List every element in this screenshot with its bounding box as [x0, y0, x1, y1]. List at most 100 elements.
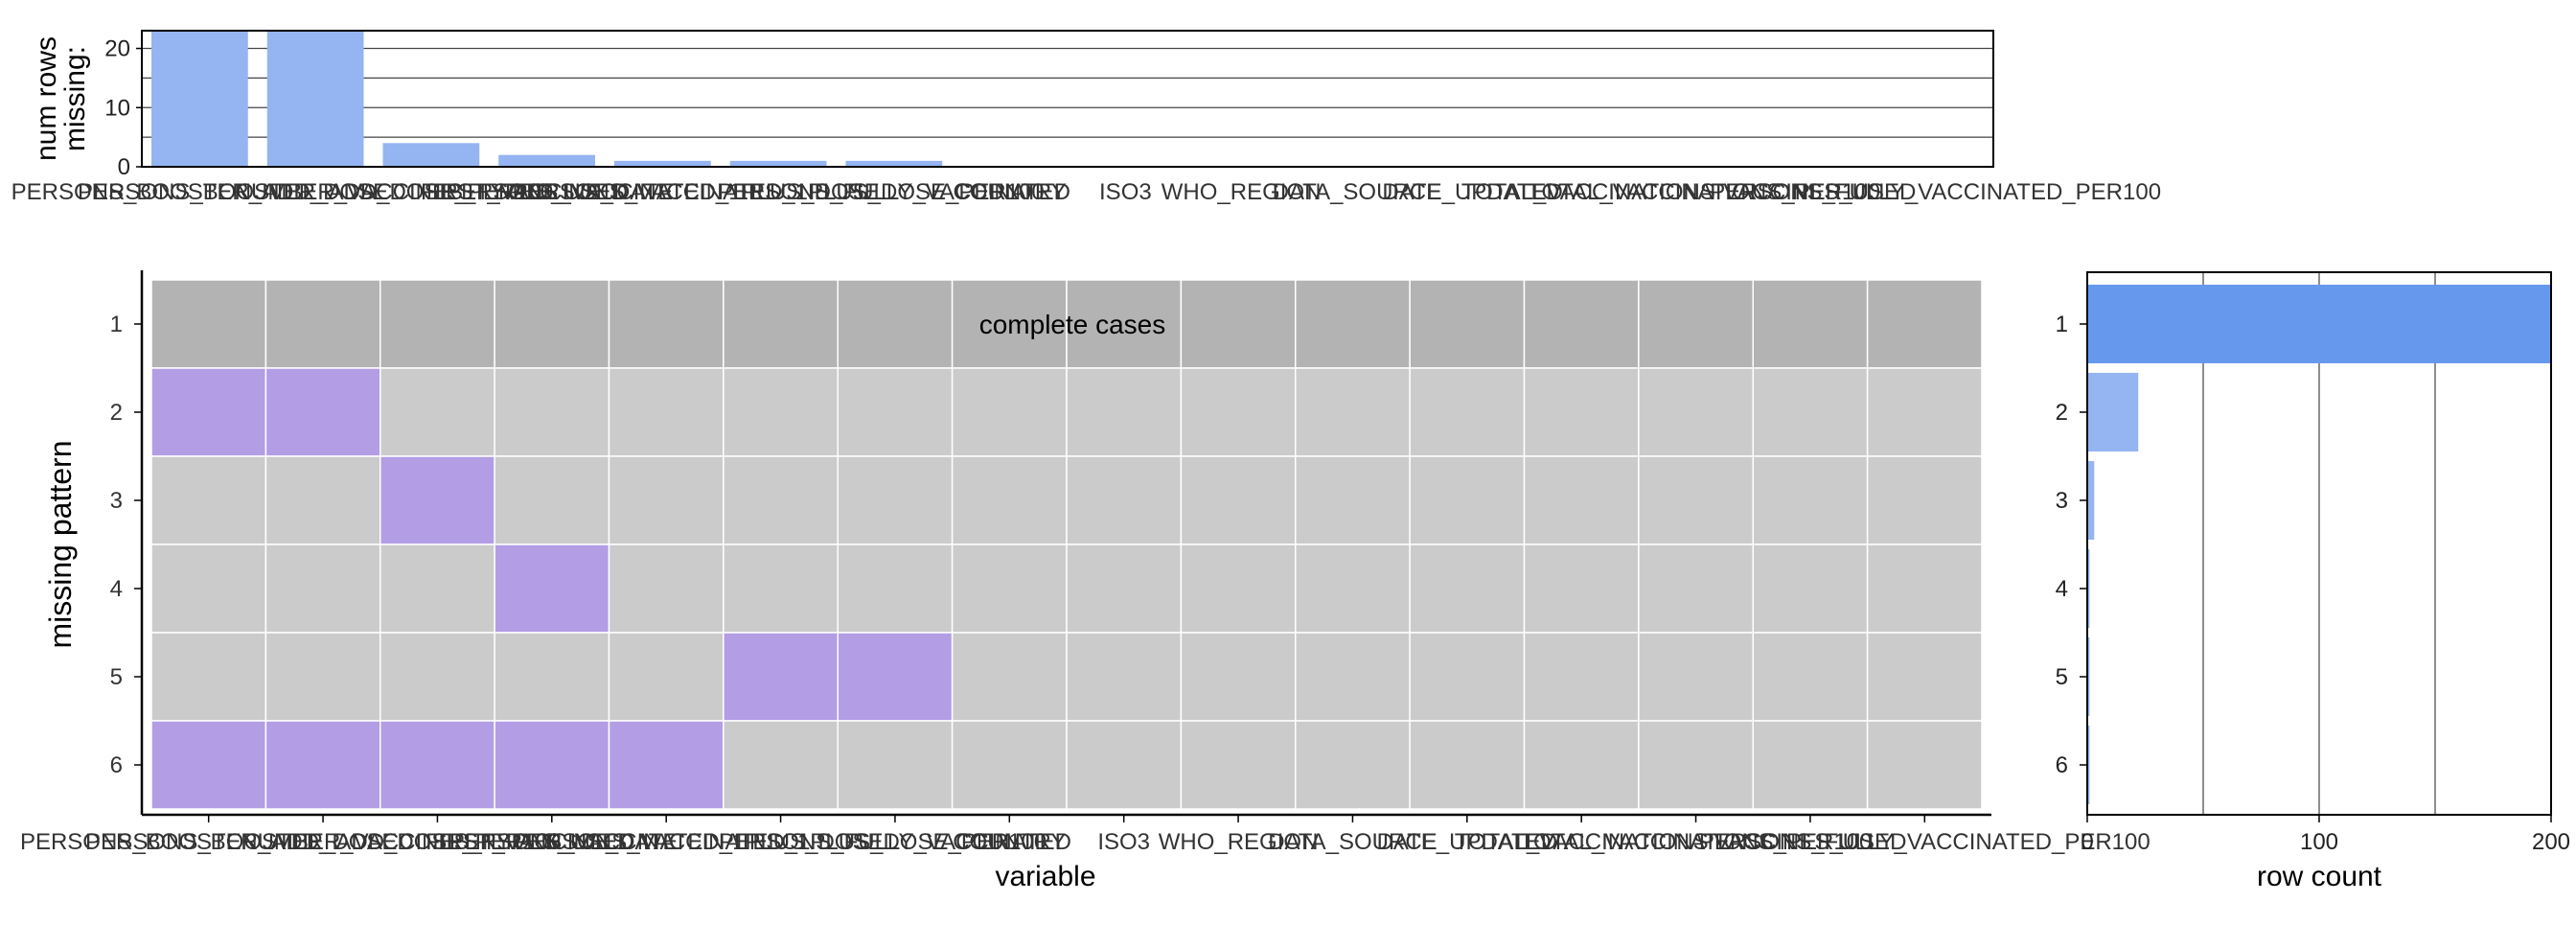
top-bar [845, 160, 943, 167]
present-tile [1180, 455, 1297, 545]
top-y-axis-label: num rows [31, 36, 62, 161]
heatmap-y-tick-label: 1 [110, 312, 123, 337]
missing-tile [494, 720, 610, 810]
present-tile [264, 455, 381, 545]
present-tile [837, 367, 954, 457]
top-x-tick-label: PERSONS_FULLY_VACCINATED [718, 179, 1070, 205]
top-x-tick-label: DATE_UPDATED [1382, 179, 1562, 205]
present-tile [1066, 720, 1183, 810]
missing-tile [380, 720, 495, 810]
top-x-tick-label: PERSONS_VACCINATED_1PLUS_DOSE [446, 179, 880, 205]
present-tile [150, 632, 267, 722]
top-x-tick-label: COUNTRY [954, 179, 1067, 205]
present-tile [150, 543, 267, 634]
missing-tile [264, 720, 381, 810]
present-tile [494, 455, 610, 545]
present-tile [1295, 279, 1411, 369]
present-tile [1523, 367, 1640, 457]
present-tile [951, 455, 1068, 545]
present-tile [1409, 632, 1526, 722]
row-count-bar [2087, 726, 2090, 804]
top-panel-frame [141, 30, 1994, 168]
top-x-tick-label: NUMBER_VACCINES_TYPES_USED [235, 179, 628, 205]
present-tile [723, 455, 839, 545]
present-tile [264, 279, 381, 369]
top-x-tick-label: PERSONS_BOOSTER_ADD_DOSE [12, 179, 388, 205]
row-count-y-tick-label: 2 [2056, 400, 2068, 426]
row-count-bar [2087, 373, 2139, 451]
top-bar [614, 160, 711, 167]
heatmap-y-tick-label: 2 [110, 400, 123, 426]
present-tile [1866, 455, 1983, 545]
heatmap-y-axis-title: missing pattern [43, 441, 78, 649]
present-tile [1295, 367, 1411, 457]
present-tile [951, 367, 1068, 457]
present-tile [1180, 632, 1297, 722]
present-tile [608, 543, 724, 634]
top-bar [266, 31, 364, 167]
present-tile [837, 455, 954, 545]
top-bar [729, 160, 827, 167]
present-tile [837, 543, 954, 634]
present-tile [951, 543, 1068, 634]
top-bar [151, 31, 248, 167]
present-tile [1523, 455, 1640, 545]
present-tile [1180, 279, 1297, 369]
heatmap-x-tick-label: PERSONS_VACCINATED_1PLUS_DOSE [449, 829, 884, 855]
present-tile [494, 367, 610, 457]
row-count-panel: 1 2 3 4 5 6 0 100 200 row count [2056, 271, 2570, 892]
row-count-y-tick-label: 3 [2056, 488, 2068, 514]
top-x-tick-label: TOTAL_VACCINATIONS [1461, 179, 1715, 205]
heatmap-y-tick-label: 4 [110, 576, 123, 602]
top-y-axis-label: missing: [59, 46, 91, 151]
missing-tile [494, 543, 610, 634]
present-tile [1409, 543, 1526, 634]
heatmap-x-tick-label: ISO3 [1097, 829, 1150, 855]
heatmap-x-tick-label: VACCINES_USED [1714, 829, 1906, 855]
present-tile [264, 543, 381, 634]
missing-tile [264, 367, 381, 457]
present-tile [1638, 455, 1754, 545]
present-tile [1866, 279, 1983, 369]
present-tile [1752, 632, 1869, 722]
present-tile [837, 720, 954, 810]
present-tile [1752, 720, 1869, 810]
row-count-bar [2087, 637, 2090, 716]
top-x-tick-label: VACCINES_USED [1723, 179, 1916, 205]
row-count-y-tick-label: 1 [2056, 312, 2068, 337]
present-tile [494, 632, 610, 722]
present-tile [1409, 455, 1526, 545]
heatmap-y-tick-label: 6 [110, 752, 123, 778]
complete-cases-label: complete cases [979, 310, 1166, 339]
heatmap-x-axis-title: variable [995, 861, 1095, 892]
row-count-bar [2087, 461, 2095, 540]
row-count-x-axis-title: row count [2257, 861, 2382, 892]
heatmap-x-tick-label: COUNTRY [953, 829, 1066, 855]
present-tile [1180, 543, 1297, 634]
missing-tile [380, 455, 495, 545]
present-tile [1523, 543, 1640, 634]
heatmap-x-tick-label: TOTAL_VACCINATIONS [1455, 829, 1709, 855]
top-x-tick-label: ISO3 [1099, 179, 1152, 205]
present-tile [837, 279, 954, 369]
top-x-tick-label: TOTAL_VACCINATIONS_PER100 [1528, 179, 1880, 205]
present-tile [1066, 632, 1183, 722]
present-tile [1523, 279, 1640, 369]
present-tile [1066, 367, 1183, 457]
heatmap-x-tick-label: PERSONS_BOOSTER_ADD_DOSE [20, 829, 397, 855]
heatmap-x-tick-label: FIRST_VACCINE_DATE [426, 829, 678, 855]
present-tile [723, 720, 839, 810]
present-tile [1866, 543, 1983, 634]
present-tile [1638, 279, 1754, 369]
top-x-tick-label: PERSONS_VACCINATED_1PLUS_DOSE_PER100 [512, 179, 1044, 205]
present-tile [494, 279, 610, 369]
heatmap-x-tick-label: PERSONS_FULLY_VACCINATED_PER100 [1699, 829, 2150, 855]
present-tile [380, 632, 495, 722]
present-tile [723, 279, 839, 369]
missing-tile [723, 632, 839, 722]
top-x-tick-label: WHO_REGION [1162, 179, 1322, 205]
row-count-x-tick-label: 200 [2532, 829, 2570, 855]
present-tile [1180, 367, 1297, 457]
